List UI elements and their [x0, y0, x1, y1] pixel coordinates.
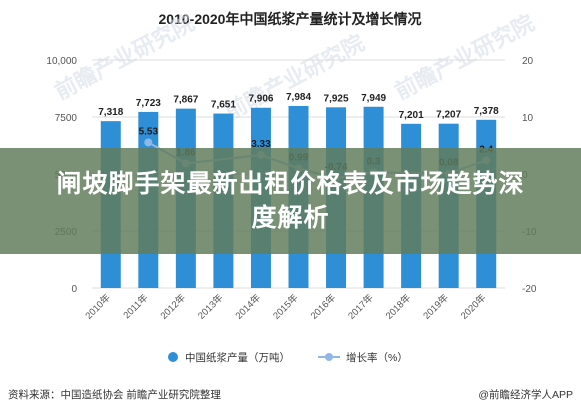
chart-title: 2010-2020年中国纸浆产量统计及增长情况 [159, 11, 422, 27]
brand-credit: @前瞻经济学人APP [478, 388, 573, 401]
bar-data-label: 7,925 [324, 93, 349, 104]
title-overlay-banner: 闸坡脚手架最新出租价格表及市场趋势深度解析 [0, 148, 581, 254]
legend-bar-marker [168, 352, 178, 362]
bar-data-label: 7,318 [98, 107, 123, 118]
bar-data-label: 7,651 [211, 100, 236, 111]
left-axis-tick-label: 10,000 [46, 56, 77, 67]
x-axis-tick-label: 2015年 [270, 291, 301, 322]
x-axis-tick-label: 2010年 [83, 291, 114, 322]
legend: 中国纸浆产量（万吨） 增长率（%） [168, 351, 408, 364]
x-axis-tick-label: 2013年 [195, 291, 226, 322]
right-axis-tick-label: 20 [522, 56, 534, 67]
left-axis-tick-label: 0 [71, 284, 77, 295]
bar-data-label: 7,867 [173, 95, 198, 106]
x-axis-tick-label: 2011年 [121, 291, 151, 321]
right-axis-tick-label: 10 [522, 113, 534, 124]
x-axis-tick-label: 2016年 [308, 291, 339, 322]
left-axis-tick-label: 7500 [55, 113, 78, 124]
bar-data-label: 7,207 [436, 110, 461, 121]
x-axis-tick-label: 2012年 [158, 291, 189, 322]
bar-data-label: 7,984 [286, 92, 311, 103]
overlay-title: 闸坡脚手架最新出租价格表及市场趋势深度解析 [56, 169, 525, 232]
legend-line-label: 增长率（%） [346, 351, 408, 364]
legend-bar-label: 中国纸浆产量（万吨） [185, 351, 290, 364]
bar-data-label: 7,949 [361, 93, 386, 104]
line-data-label: 5.53 [139, 126, 159, 137]
x-axis-tick-label: 2014年 [233, 291, 264, 322]
bar-data-label: 7,723 [136, 98, 161, 109]
line-data-label: 3.33 [251, 139, 271, 150]
x-axis-tick-label: 2020年 [458, 291, 489, 322]
right-axis-tick-label: -20 [522, 284, 537, 295]
legend-line-marker [325, 353, 333, 361]
x-axis-tick-label: 2019年 [421, 291, 452, 322]
source-note: 资料来源：中国造纸协会 前瞻产业研究院整理 [8, 388, 221, 401]
x-axis-tick-label: 2018年 [383, 291, 414, 322]
line-point [144, 138, 153, 147]
x-axis-tick-label: 2017年 [346, 291, 377, 322]
bar-data-label: 7,201 [399, 110, 424, 121]
bar-data-label: 7,378 [474, 106, 499, 117]
bar-data-label: 7,906 [248, 94, 273, 105]
